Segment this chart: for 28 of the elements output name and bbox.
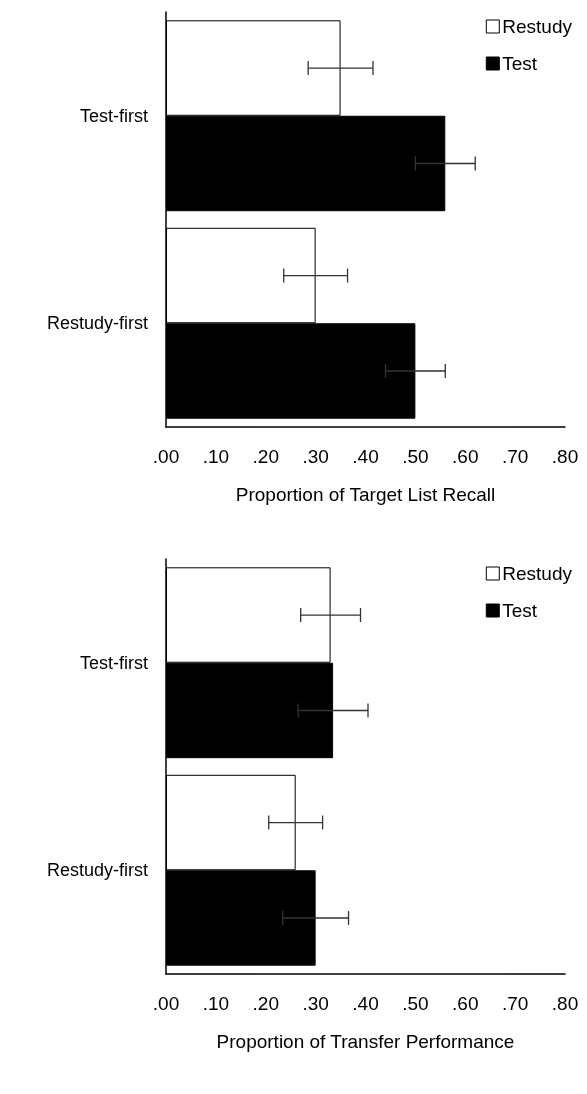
x-tick-label: .10 [202, 446, 230, 467]
x-tick-label: .70 [501, 993, 529, 1014]
x-tick-label: .30 [302, 993, 329, 1014]
x-tick-label: .80 [551, 993, 579, 1014]
x-tick-label: .60 [452, 993, 479, 1014]
x-tick-label: .20 [252, 446, 279, 467]
y-tick-label: Restudy-first [46, 313, 148, 334]
x-tick-label: .10 [202, 993, 230, 1014]
x-tick-label: .50 [402, 446, 429, 467]
y-tick-label: Test-first [79, 652, 148, 673]
y-tick-label: Test-first [79, 105, 148, 126]
x-axis-title: Proportion of Transfer Performance [216, 1031, 515, 1052]
x-tick-label: .50 [402, 993, 429, 1014]
legend-label: Restudy [502, 563, 573, 584]
x-tick-label: .40 [352, 446, 379, 467]
x-tick-label: .00 [152, 446, 180, 467]
x-tick-label: .00 [152, 993, 180, 1014]
x-tick-label: .80 [551, 446, 579, 467]
y-tick-label: Restudy-first [46, 860, 148, 881]
x-tick-label: .70 [501, 446, 529, 467]
x-tick-label: .40 [352, 993, 379, 1014]
legend-label: Test [502, 53, 538, 74]
legend-label: Test [502, 600, 538, 621]
legend-label: Restudy [502, 16, 573, 37]
x-tick-label: .20 [252, 993, 279, 1014]
x-tick-label: .60 [452, 446, 479, 467]
x-axis-title: Proportion of Target List Recall [235, 484, 496, 505]
x-tick-label: .30 [302, 446, 329, 467]
